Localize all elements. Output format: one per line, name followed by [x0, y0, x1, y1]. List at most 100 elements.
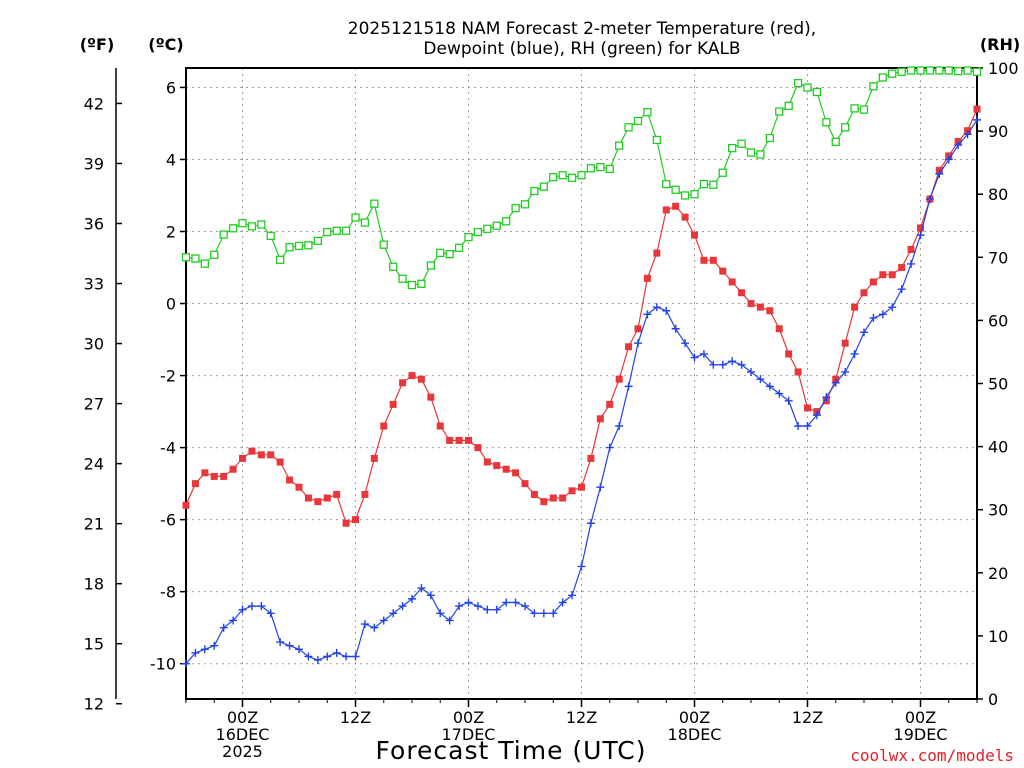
temperature-point	[286, 476, 294, 484]
rh-tick-label-30: 30	[988, 501, 1008, 520]
time-tick-label-4-1: 18DEC	[668, 725, 722, 744]
rh-point	[954, 67, 963, 76]
time-tick-label-3-0: 12Z	[566, 708, 597, 727]
rh-point	[850, 104, 859, 113]
temperature-point	[370, 454, 378, 462]
rh-point	[219, 230, 228, 239]
temperature-point	[719, 267, 727, 275]
dewpoint-point	[681, 339, 690, 348]
rh-unit-label: (RH)	[980, 35, 1020, 54]
dewpoint-point	[737, 360, 746, 369]
rh-point	[709, 180, 718, 189]
temperature-point	[399, 379, 407, 387]
fahrenheit-tick-label-12: 12	[84, 695, 104, 714]
celsius-tick-label-4: 4	[166, 150, 176, 169]
dewpoint-point	[973, 115, 981, 124]
dewpoint-point	[709, 360, 718, 369]
rh-point	[841, 123, 850, 132]
temperature-point	[267, 451, 275, 459]
rh-point	[671, 185, 680, 194]
temperature-point	[540, 498, 548, 506]
rh-tick-label-100: 100	[988, 59, 1019, 78]
temperature-point	[785, 350, 793, 358]
temperature-point	[860, 289, 868, 297]
dewpoint-point	[389, 609, 398, 618]
dewpoint-point	[464, 598, 473, 607]
dewpoint-point	[549, 609, 558, 618]
dewpoint-point	[784, 396, 793, 405]
rh-point	[775, 107, 784, 116]
dewpoint-point	[266, 609, 275, 618]
rh-point	[266, 231, 275, 240]
temperature-point	[549, 494, 557, 502]
rh-tick-label-50: 50	[988, 375, 1008, 394]
time-tick-label-2-1: 17DEC	[442, 725, 496, 744]
plot-frame	[185, 67, 978, 700]
temperature-point	[323, 494, 331, 502]
temperature-point	[521, 480, 529, 488]
dewpoint-point	[605, 443, 614, 452]
temperature-point	[295, 483, 303, 491]
dewpoint-point	[191, 648, 200, 657]
dewpoint-point	[483, 605, 492, 614]
rh-point	[897, 67, 906, 76]
temperature-point	[436, 422, 444, 430]
rh-point	[473, 227, 483, 237]
celsius-tick-label--6: -6	[160, 511, 176, 530]
rh-point	[765, 133, 774, 143]
dewpoint-point	[822, 393, 831, 402]
rh-point	[285, 243, 294, 252]
rh-tick-label-60: 60	[988, 311, 1008, 330]
temperature-point	[578, 483, 585, 491]
rh-point	[906, 66, 916, 75]
fahrenheit-tick-label-21: 21	[84, 515, 104, 534]
dewpoint-point	[568, 591, 577, 600]
dewpoint-point	[728, 357, 737, 366]
temperature-point	[314, 498, 322, 506]
temperature-point	[653, 249, 661, 257]
rh-point	[464, 232, 473, 242]
rh-point	[511, 203, 520, 213]
dewpoint-point	[238, 605, 247, 614]
dewpoint-point	[878, 310, 887, 319]
dewpoint-point	[869, 313, 878, 322]
rh-point	[690, 190, 699, 199]
dewpoint-point	[765, 382, 774, 391]
dewpoint-point	[229, 616, 238, 625]
rh-point	[718, 168, 727, 177]
dewpoint-point	[624, 382, 633, 391]
rh-point	[935, 66, 944, 75]
dewpoint-point	[398, 602, 407, 611]
rh-point	[633, 116, 643, 126]
rh-point	[577, 171, 586, 180]
rh-point	[276, 255, 285, 264]
rh-point	[210, 250, 219, 259]
temperature-point	[220, 472, 228, 480]
temperature-point	[210, 472, 218, 480]
fahrenheit-tick-label-36: 36	[84, 215, 104, 234]
chart-title: 2025121518 NAM Forecast 2-meter Temperat…	[348, 19, 816, 59]
rh-point	[888, 69, 897, 78]
rh-point	[963, 66, 972, 75]
rh-point	[539, 182, 548, 191]
dewpoint-point	[888, 303, 897, 312]
rh-point	[445, 249, 454, 259]
rh-point	[228, 224, 238, 233]
fahrenheit-tick-label-30: 30	[84, 335, 104, 354]
dewpoint-point	[313, 656, 322, 665]
rh-point	[916, 66, 925, 75]
rh-point	[756, 150, 765, 159]
rh-point	[643, 108, 652, 117]
series-rh	[181, 66, 982, 290]
fahrenheit-tick-label-39: 39	[84, 154, 104, 173]
dewpoint-point	[812, 411, 821, 420]
temperature-point	[229, 465, 237, 473]
rh-point	[680, 191, 690, 200]
celsius-tick-label--8: -8	[160, 583, 176, 602]
dewpoint-point	[200, 645, 209, 654]
dewpoint-point	[351, 652, 360, 661]
temperature-point	[851, 303, 859, 311]
fahrenheit-tick-label-15: 15	[84, 635, 104, 654]
rh-point	[859, 105, 869, 114]
